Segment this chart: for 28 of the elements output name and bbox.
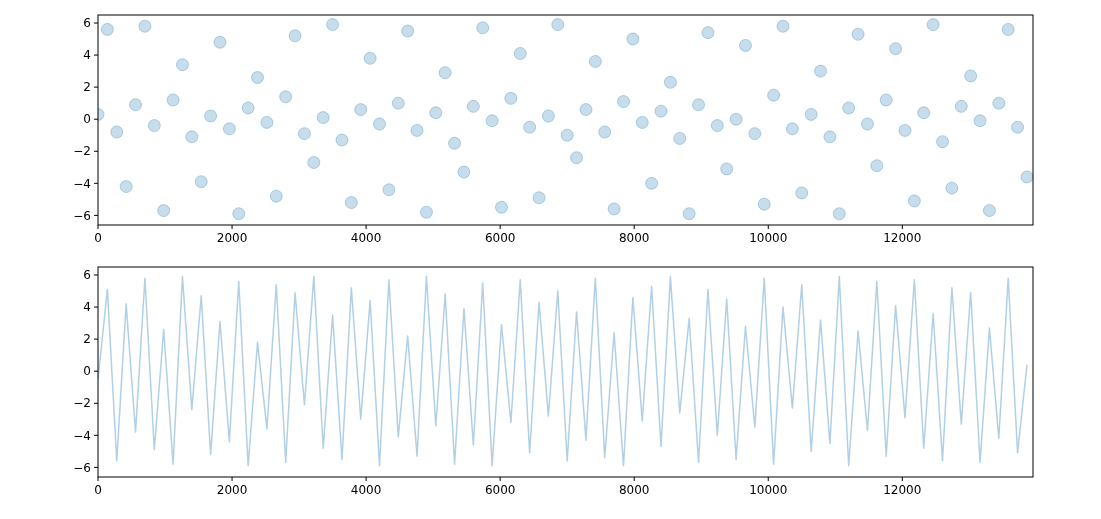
x-tick-label: 0 bbox=[94, 231, 102, 245]
x-tick-label: 2000 bbox=[216, 231, 248, 245]
x-tick-label: 10000 bbox=[749, 231, 788, 245]
x-tick-label: 8000 bbox=[618, 231, 650, 245]
y-tick-label: 2 bbox=[83, 80, 91, 95]
y-tick-label: −6 bbox=[73, 208, 91, 223]
x-tick-label: 4000 bbox=[350, 483, 382, 497]
y-tick-label: 6 bbox=[83, 268, 91, 283]
y-tick-label: 2 bbox=[83, 332, 91, 347]
y-tick-label: 0 bbox=[83, 112, 91, 127]
x-tick-label: 0 bbox=[94, 483, 102, 497]
x-tick-label: 12000 bbox=[883, 483, 922, 497]
y-tick-label: −2 bbox=[73, 396, 91, 411]
y-tick-label: −4 bbox=[73, 176, 91, 191]
y-tick-label: −6 bbox=[73, 460, 91, 475]
x-tick-label: 8000 bbox=[618, 483, 650, 497]
y-tick-label: −2 bbox=[73, 144, 91, 159]
x-tick-label: 12000 bbox=[883, 231, 922, 245]
y-tick-label: 4 bbox=[83, 48, 91, 63]
x-tick-label: 10000 bbox=[749, 483, 788, 497]
x-tick-label: 6000 bbox=[484, 483, 516, 497]
x-tick-label: 6000 bbox=[484, 231, 516, 245]
y-tick-label: 6 bbox=[83, 16, 91, 31]
y-tick-label: 4 bbox=[83, 300, 91, 315]
y-tick-label: −4 bbox=[73, 428, 91, 443]
x-tick-label: 2000 bbox=[216, 483, 248, 497]
x-tick-label: 4000 bbox=[350, 231, 382, 245]
y-tick-label: 0 bbox=[83, 364, 91, 379]
